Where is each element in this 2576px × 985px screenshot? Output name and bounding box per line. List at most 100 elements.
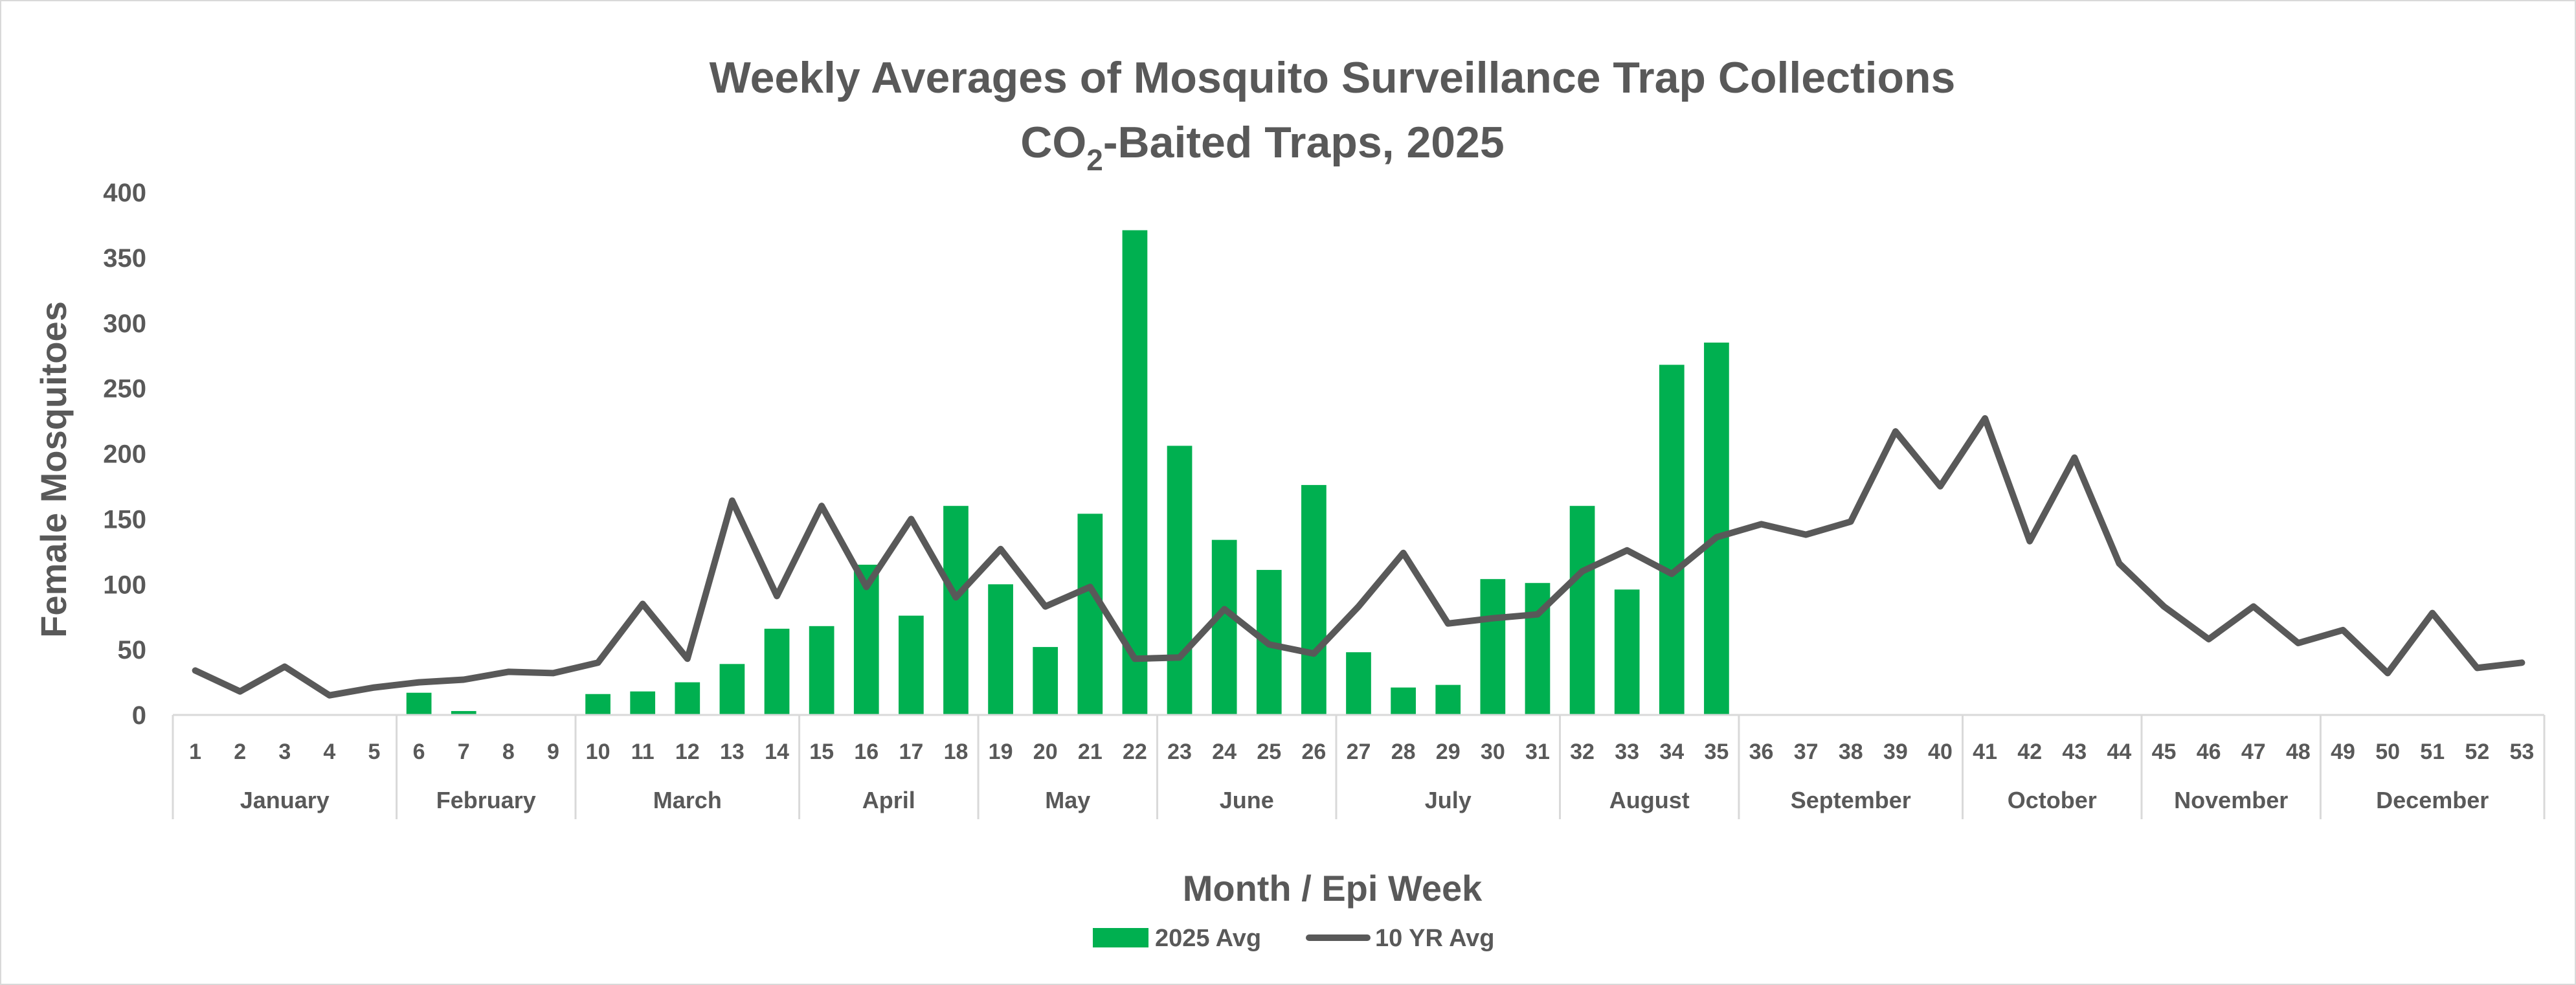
month-label: February: [436, 787, 536, 813]
x-tick-label: 39: [1883, 740, 1908, 764]
x-tick-label: 19: [989, 740, 1013, 764]
y-tick-label: 100: [103, 571, 146, 599]
x-tick-label: 40: [1928, 740, 1953, 764]
bar-week-33: [1614, 589, 1640, 715]
bar-week-20: [1033, 647, 1058, 715]
x-tick-label: 48: [2286, 740, 2311, 764]
month-label: May: [1045, 787, 1090, 813]
bar-week-24: [1211, 539, 1237, 715]
bar-week-26: [1301, 484, 1327, 715]
x-tick-label: 5: [368, 740, 381, 764]
y-tick-label: 350: [103, 244, 146, 273]
x-tick-label: 32: [1570, 740, 1595, 764]
x-tick-label: 15: [809, 740, 834, 764]
x-tick-label: 51: [2420, 740, 2445, 764]
x-tick-label: 38: [1839, 740, 1863, 764]
line-10yr-avg: [192, 415, 2526, 699]
y-tick-label: 250: [103, 375, 146, 403]
x-tick-label: 4: [323, 740, 335, 764]
x-tick-label: 7: [458, 740, 470, 764]
x-tick-label: 33: [1615, 740, 1639, 764]
bar-week-21: [1077, 514, 1103, 715]
bar-week-7: [451, 710, 476, 715]
x-tick-label: 8: [502, 740, 515, 764]
legend: 2025 Avg 10 YR Avg: [1093, 925, 1494, 952]
y-axis: 0 50 100 150 200 250 300 350 400: [103, 179, 146, 730]
x-tick-label: 46: [2197, 740, 2221, 764]
x-tick-label: 11: [631, 740, 655, 764]
month-label: January: [240, 787, 330, 813]
x-tick-label: 53: [2510, 740, 2535, 764]
x-tick-label: 18: [944, 740, 969, 764]
x-tick-label: 26: [1301, 740, 1326, 764]
x-tick-label: 25: [1257, 740, 1281, 764]
bar-week-10: [585, 694, 610, 715]
x-tick-label: 27: [1347, 740, 1371, 764]
month-label: March: [653, 787, 722, 813]
x-tick-label: 52: [2465, 740, 2489, 764]
bar-week-29: [1435, 685, 1461, 715]
x-tick-label: 21: [1078, 740, 1103, 764]
x-tick-label: 22: [1123, 740, 1147, 764]
x-tick-label: 24: [1212, 740, 1237, 764]
x-tick-label: 28: [1391, 740, 1416, 764]
month-label: November: [2174, 787, 2288, 813]
x-tick-label: 49: [2331, 740, 2355, 764]
x-tick-label: 41: [1973, 740, 1997, 764]
legend-swatch-2025-avg: [1093, 928, 1148, 947]
y-tick-label: 0: [132, 701, 146, 730]
x-tick-label: 3: [278, 740, 291, 764]
subtitle-pre: CO: [1020, 118, 1086, 167]
bar-week-28: [1391, 687, 1416, 715]
y-tick-label: 200: [103, 440, 146, 469]
x-tick-label: 13: [720, 740, 745, 764]
x-tick-label: 16: [854, 740, 879, 764]
x-axis-label: Month / Epi Week: [1183, 868, 1483, 909]
x-tick-label: 35: [1704, 740, 1729, 764]
bar-week-32: [1569, 506, 1595, 715]
x-tick-label: 45: [2152, 740, 2177, 764]
bar-week-17: [899, 615, 924, 715]
month-label: September: [1791, 787, 1911, 813]
bar-week-19: [988, 584, 1013, 715]
bar-week-14: [764, 628, 790, 715]
x-tick-label: 44: [2107, 740, 2132, 764]
x-tick-label: 23: [1167, 740, 1192, 764]
bar-week-34: [1659, 365, 1685, 715]
y-tick-label: 50: [118, 636, 147, 664]
bar-week-12: [675, 682, 700, 715]
subtitle-subscript: 2: [1086, 143, 1103, 177]
x-tick-label: 10: [586, 740, 610, 764]
bar-week-11: [630, 691, 656, 715]
bar-week-27: [1346, 652, 1371, 715]
month-label: April: [862, 787, 915, 813]
bar-week-6: [406, 692, 432, 715]
bar-week-18: [943, 506, 969, 715]
x-tick-label: 9: [547, 740, 559, 764]
bar-series-2025-avg: [406, 230, 1729, 715]
x-tick-label: 37: [1794, 740, 1819, 764]
y-tick-label: 150: [103, 505, 146, 534]
x-tick-label: 43: [2062, 740, 2087, 764]
legend-label-2025-avg: 2025 Avg: [1155, 925, 1261, 952]
chart-subtitle: CO2-Baited Traps, 2025: [1020, 118, 1504, 177]
x-tick-label: 31: [1525, 740, 1550, 764]
x-tick-label: 17: [899, 740, 923, 764]
x-tick-label: 14: [765, 740, 789, 764]
bar-week-23: [1167, 446, 1193, 715]
month-label: July: [1425, 787, 1472, 813]
x-tick-label: 50: [2375, 740, 2400, 764]
bar-week-15: [809, 626, 834, 715]
bar-week-13: [719, 664, 745, 715]
month-label: June: [1220, 787, 1274, 813]
x-axis: 1 2 3 4 5 6 7 8 9 10 11 12 13 14 15 16 17 18 19 20 21 22 23 24 2…: [172, 714, 2546, 819]
bar-week-22: [1122, 230, 1148, 715]
x-tick-label: 2: [234, 740, 246, 764]
month-label: December: [2376, 787, 2489, 813]
line-series-10yr-avg: [192, 415, 2526, 699]
subtitle-post: -Baited Traps, 2025: [1103, 118, 1505, 167]
bar-week-30: [1480, 579, 1506, 715]
